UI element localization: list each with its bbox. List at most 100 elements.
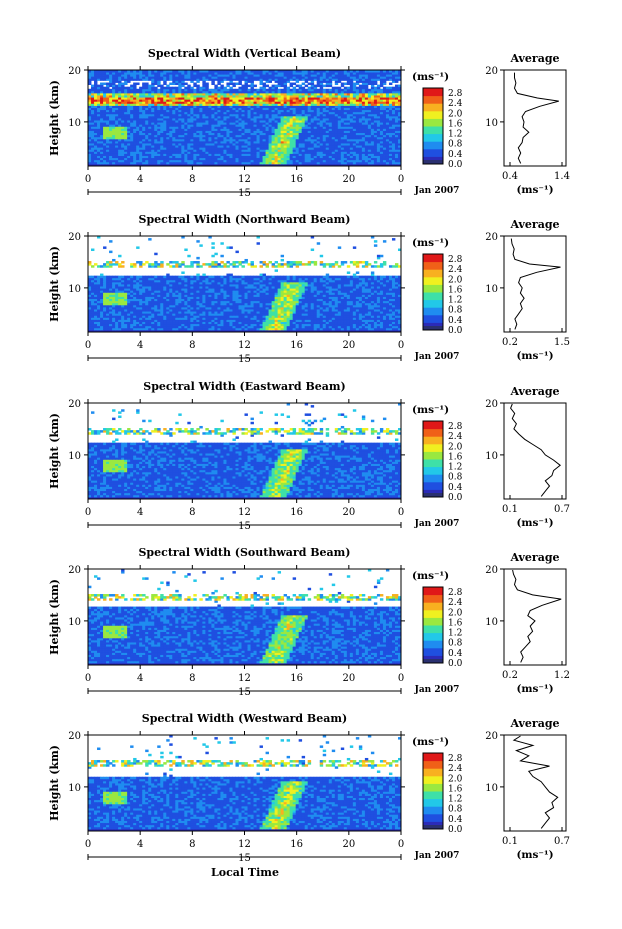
heatmap-cell xyxy=(100,132,104,136)
heatmap-cell xyxy=(244,155,248,159)
heatmap-cell xyxy=(154,161,158,165)
heatmap-cell xyxy=(394,109,399,113)
heatmap-cell xyxy=(322,132,327,136)
heatmap-cell xyxy=(346,130,351,134)
heatmap-cell xyxy=(220,126,224,129)
heatmap-cell xyxy=(154,147,158,150)
heatmap-cell xyxy=(112,111,116,115)
heatmap-cell xyxy=(250,126,254,129)
heatmap-cell xyxy=(322,149,327,152)
heatmap-cell xyxy=(280,163,285,167)
heatmap-cell xyxy=(136,130,140,134)
heatmap-cell xyxy=(127,136,131,140)
heatmap-cell xyxy=(199,111,203,115)
heatmap-cell xyxy=(136,124,140,127)
heatmap-cell xyxy=(169,118,173,121)
heatmap-cell xyxy=(223,163,227,167)
heatmap-cell xyxy=(385,151,390,154)
heatmap-cell xyxy=(349,109,354,113)
heatmap-cell xyxy=(106,109,110,113)
heatmap-cell xyxy=(130,153,134,156)
heatmap-cell xyxy=(109,113,113,117)
heatmap-cell xyxy=(175,134,179,138)
heatmap-cell xyxy=(286,86,291,90)
heatmap-cell xyxy=(223,126,227,129)
heatmap-cell xyxy=(379,120,384,123)
heatmap-cell xyxy=(112,118,116,121)
heatmap-cell xyxy=(118,134,122,138)
heatmap-cell xyxy=(169,134,173,138)
heatmap-cell xyxy=(331,138,336,142)
heatmap-cell xyxy=(253,118,257,121)
heatmap-cell xyxy=(304,126,309,129)
heatmap-cell xyxy=(316,134,321,138)
heatmap-cell xyxy=(259,130,263,134)
heatmap-cell xyxy=(262,159,266,163)
heatmap-cell xyxy=(142,82,146,86)
heatmap-cell xyxy=(262,113,266,117)
heatmap-cell xyxy=(352,143,357,146)
heatmap-cell xyxy=(121,82,125,86)
heatmap-cell xyxy=(337,151,342,154)
heatmap-cell xyxy=(121,111,125,115)
heatmap-cell xyxy=(127,107,131,111)
heatmap-cell xyxy=(376,84,381,88)
heatmap-cell xyxy=(274,124,279,127)
heatmap-cell xyxy=(376,138,381,142)
heatmap-cell xyxy=(100,120,104,123)
heatmap-cell xyxy=(346,126,351,129)
heatmap-cell xyxy=(205,149,209,152)
heatmap-cell xyxy=(349,143,354,146)
heatmap-cell xyxy=(241,159,245,163)
heatmap-cell xyxy=(223,134,227,138)
heatmap-cell xyxy=(136,143,140,146)
heatmap-cell xyxy=(298,107,303,111)
heatmap-cell xyxy=(343,86,348,90)
heatmap-cell xyxy=(220,155,224,159)
heatmap-cell xyxy=(100,159,104,163)
heatmap-cell xyxy=(268,86,272,90)
heatmap-cell xyxy=(328,126,333,129)
heatmap-cell xyxy=(199,143,203,146)
heatmap-cell xyxy=(88,130,92,134)
heatmap-cell xyxy=(214,122,218,125)
heatmap-cell xyxy=(136,115,140,119)
heatmap-cell xyxy=(163,136,167,140)
heatmap-cell xyxy=(175,161,179,165)
heatmap-cell xyxy=(250,136,254,140)
heatmap-cell xyxy=(229,130,233,134)
heatmap-cell xyxy=(262,145,266,148)
heatmap-cell xyxy=(226,143,230,146)
heatmap-cell xyxy=(181,128,185,131)
heatmap-cell xyxy=(121,149,125,152)
heatmap-cell xyxy=(316,140,321,144)
heatmap-cell xyxy=(133,151,137,154)
heatmap-cell xyxy=(283,161,288,165)
heatmap-cell xyxy=(160,136,164,140)
heatmap-cell xyxy=(385,147,390,150)
heatmap-cell xyxy=(331,111,336,115)
heatmap-cell xyxy=(328,130,333,134)
heatmap-cell xyxy=(349,107,354,111)
heatmap-cell xyxy=(169,115,173,119)
heatmap-cell xyxy=(280,132,285,136)
heatmap-cell xyxy=(166,124,170,127)
heatmap-cell xyxy=(124,130,128,134)
heatmap-cell xyxy=(103,115,107,119)
heatmap-cell xyxy=(253,153,257,156)
heatmap-cell xyxy=(301,82,306,86)
heatmap-cell xyxy=(328,157,333,161)
heatmap-cell xyxy=(208,111,212,115)
heatmap-cell xyxy=(232,132,236,136)
heatmap-cell xyxy=(382,126,387,129)
heatmap-cell xyxy=(214,132,218,136)
heatmap-cell xyxy=(355,149,360,152)
heatmap-cell xyxy=(358,143,363,146)
heatmap-cell xyxy=(322,151,327,154)
heatmap-cell xyxy=(196,138,200,142)
heatmap-cell xyxy=(169,161,173,165)
heatmap-cell xyxy=(298,136,303,140)
heatmap-cell xyxy=(214,147,218,150)
heatmap-cell xyxy=(223,128,227,131)
heatmap-cell xyxy=(397,134,402,138)
